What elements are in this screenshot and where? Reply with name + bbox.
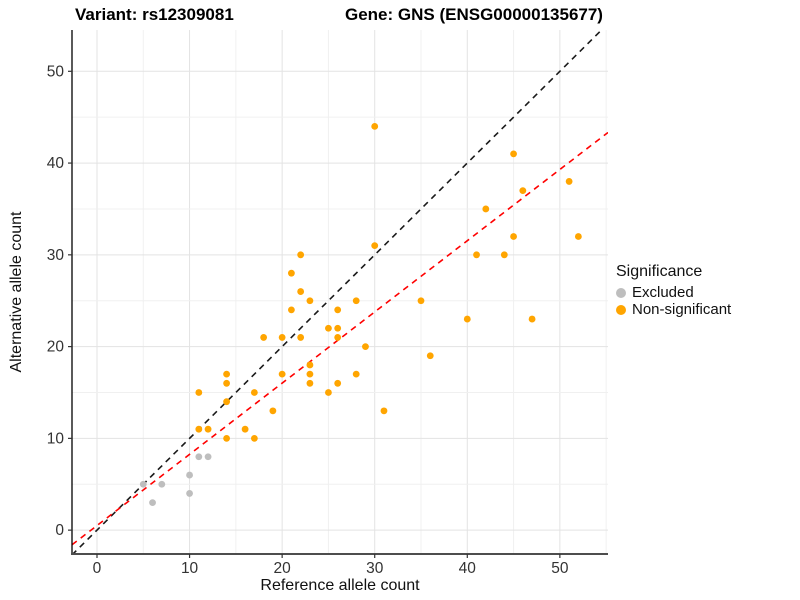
data-point-non-significant (306, 370, 314, 378)
data-point-non-significant (306, 361, 314, 369)
y-tick-label: 20 (47, 339, 65, 356)
data-point-non-significant (334, 334, 342, 341)
data-point-non-significant (334, 379, 342, 387)
data-point-non-significant (371, 122, 379, 130)
y-axis-label: Alternative allele count (8, 211, 25, 373)
excluded-dot-icon (616, 287, 626, 298)
legend-title: Significance (616, 263, 703, 280)
x-tick-label: 40 (459, 560, 477, 577)
data-point-non-significant (287, 306, 295, 314)
y-tick-label: 10 (47, 430, 65, 447)
data-point-non-significant (371, 242, 379, 250)
x-tick-label: 0 (93, 560, 102, 577)
data-point-non-significant (565, 178, 573, 185)
data-point-non-significant (528, 315, 536, 323)
legend: Significance Excluded Non-significant (616, 263, 731, 318)
data-point-non-significant (510, 233, 517, 240)
data-point-excluded (139, 480, 147, 488)
data-point-non-significant (278, 334, 286, 341)
data-point-non-significant (204, 425, 212, 433)
legend-item-excluded: Excluded (616, 284, 731, 301)
data-point-excluded (149, 499, 156, 507)
plot-title-gene: Gene: GNS (ENSG00000135677) (345, 5, 603, 24)
x-tick-label: 30 (366, 560, 384, 577)
x-axis-label: Reference allele count (260, 577, 420, 594)
data-point-non-significant (269, 407, 277, 415)
regression-line (72, 131, 608, 546)
data-point-non-significant (223, 370, 230, 378)
data-point-non-significant (223, 398, 230, 406)
data-point-non-significant (500, 251, 508, 259)
data-point-non-significant (510, 150, 517, 158)
data-point-non-significant (297, 334, 305, 341)
data-point-non-significant (519, 187, 527, 194)
data-point-excluded (186, 471, 193, 479)
y-tick-label: 30 (47, 247, 65, 264)
data-point-non-significant (325, 324, 332, 332)
legend-item-label: Excluded (632, 284, 694, 301)
legend-item-label: Non-significant (632, 301, 732, 318)
data-point-non-significant (195, 425, 203, 433)
data-point-non-significant (473, 251, 480, 259)
x-tick-label: 10 (181, 560, 199, 577)
data-point-non-significant (426, 352, 434, 360)
data-point-non-significant (195, 389, 203, 396)
data-point-non-significant (334, 324, 342, 332)
legend-item-non-significant: Non-significant (616, 301, 731, 318)
data-point-non-significant (241, 425, 249, 433)
data-point-non-significant (380, 407, 388, 415)
data-point-non-significant (306, 297, 314, 305)
data-point-non-significant (297, 251, 305, 259)
data-point-excluded (158, 480, 166, 488)
data-point-non-significant (574, 233, 582, 240)
y-tick-label: 40 (47, 155, 65, 172)
x-tick-label: 20 (274, 560, 292, 577)
non-significant-dot-icon (616, 304, 626, 315)
y-tick-label: 50 (47, 63, 65, 80)
data-point-non-significant (417, 297, 425, 305)
data-point-non-significant (325, 389, 332, 396)
plot-title-variant: Variant: rs12309081 (75, 5, 234, 24)
data-point-non-significant (250, 434, 258, 442)
data-point-non-significant (278, 370, 286, 378)
data-point-non-significant (482, 205, 490, 213)
data-point-non-significant (352, 370, 360, 378)
data-point-non-significant (223, 434, 230, 442)
data-point-non-significant (306, 379, 314, 387)
data-point-non-significant (223, 379, 230, 387)
identity-line (72, 30, 603, 554)
data-point-excluded (204, 453, 212, 461)
data-point-non-significant (362, 343, 369, 351)
data-point-non-significant (250, 389, 258, 396)
data-point-excluded (195, 453, 203, 461)
data-point-non-significant (297, 288, 305, 295)
data-point-non-significant (287, 269, 295, 277)
data-point-non-significant (352, 297, 360, 305)
data-point-non-significant (463, 315, 471, 323)
x-tick-label: 50 (551, 560, 569, 577)
data-point-excluded (186, 490, 193, 497)
data-point-non-significant (334, 306, 342, 314)
data-point-non-significant (260, 334, 268, 341)
y-tick-label: 0 (55, 522, 64, 539)
